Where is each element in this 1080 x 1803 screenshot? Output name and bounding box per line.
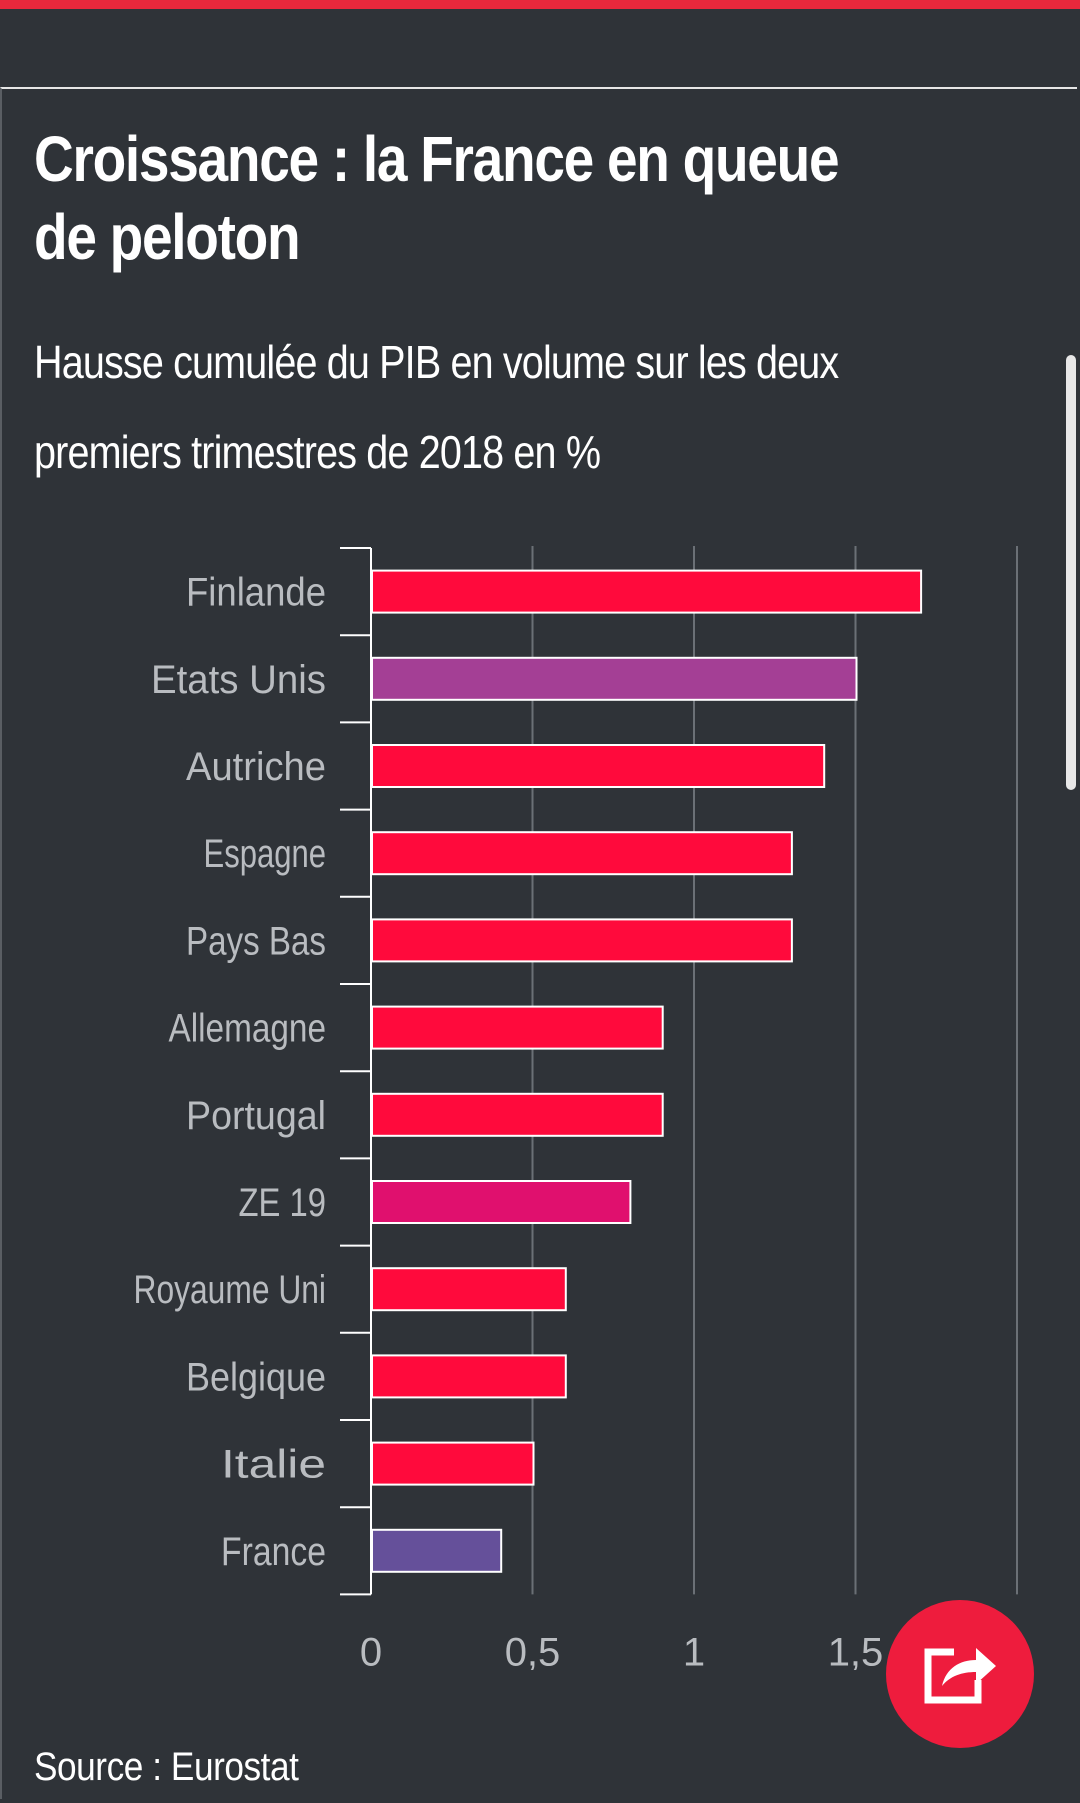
chart-source: Source : Eurostat bbox=[34, 1745, 299, 1789]
bar-chart: Finlande Etats Unis Autriche Espagne Pays Ba… bbox=[134, 546, 1018, 1670]
bar bbox=[371, 1267, 567, 1312]
chart-title: Croissance : la France en queue de pelot… bbox=[34, 123, 840, 273]
bar bbox=[371, 569, 923, 614]
bar bbox=[371, 1005, 664, 1050]
category-label: Pays Bas bbox=[186, 919, 326, 963]
scrollbar-thumb[interactable] bbox=[1066, 355, 1076, 790]
x-tick-label: 0,5 bbox=[505, 1630, 561, 1670]
share-button[interactable] bbox=[886, 1600, 1034, 1748]
x-tick-label: 0 bbox=[360, 1630, 382, 1670]
chart-subtitle: Hausse cumulée du PIB en volume sur les … bbox=[34, 336, 839, 478]
top-accent-bar bbox=[0, 0, 1080, 9]
category-label: Italie bbox=[221, 1443, 326, 1487]
bar bbox=[371, 1180, 632, 1224]
bar bbox=[371, 918, 793, 963]
category-label: ZE 19 bbox=[239, 1181, 327, 1225]
category-label: Royaume Uni bbox=[134, 1268, 327, 1312]
bar bbox=[371, 831, 793, 876]
category-label: Autriche bbox=[186, 745, 326, 789]
category-label: Portugal bbox=[186, 1094, 326, 1138]
bar bbox=[371, 656, 858, 701]
category-label: Finlande bbox=[186, 571, 326, 615]
category-label: France bbox=[221, 1530, 326, 1574]
bar bbox=[371, 1441, 535, 1486]
share-icon bbox=[924, 1648, 996, 1704]
bar bbox=[371, 1354, 567, 1399]
bar bbox=[371, 1528, 503, 1573]
x-tick-label: 1,5 bbox=[828, 1630, 884, 1670]
bar bbox=[371, 1092, 664, 1137]
category-label: Allemagne bbox=[169, 1007, 327, 1051]
category-label: Etats Unis bbox=[151, 658, 326, 702]
category-label: Espagne bbox=[204, 832, 327, 876]
x-tick-label: 1 bbox=[683, 1630, 705, 1670]
bar bbox=[371, 744, 826, 788]
category-label: Belgique bbox=[186, 1355, 326, 1399]
